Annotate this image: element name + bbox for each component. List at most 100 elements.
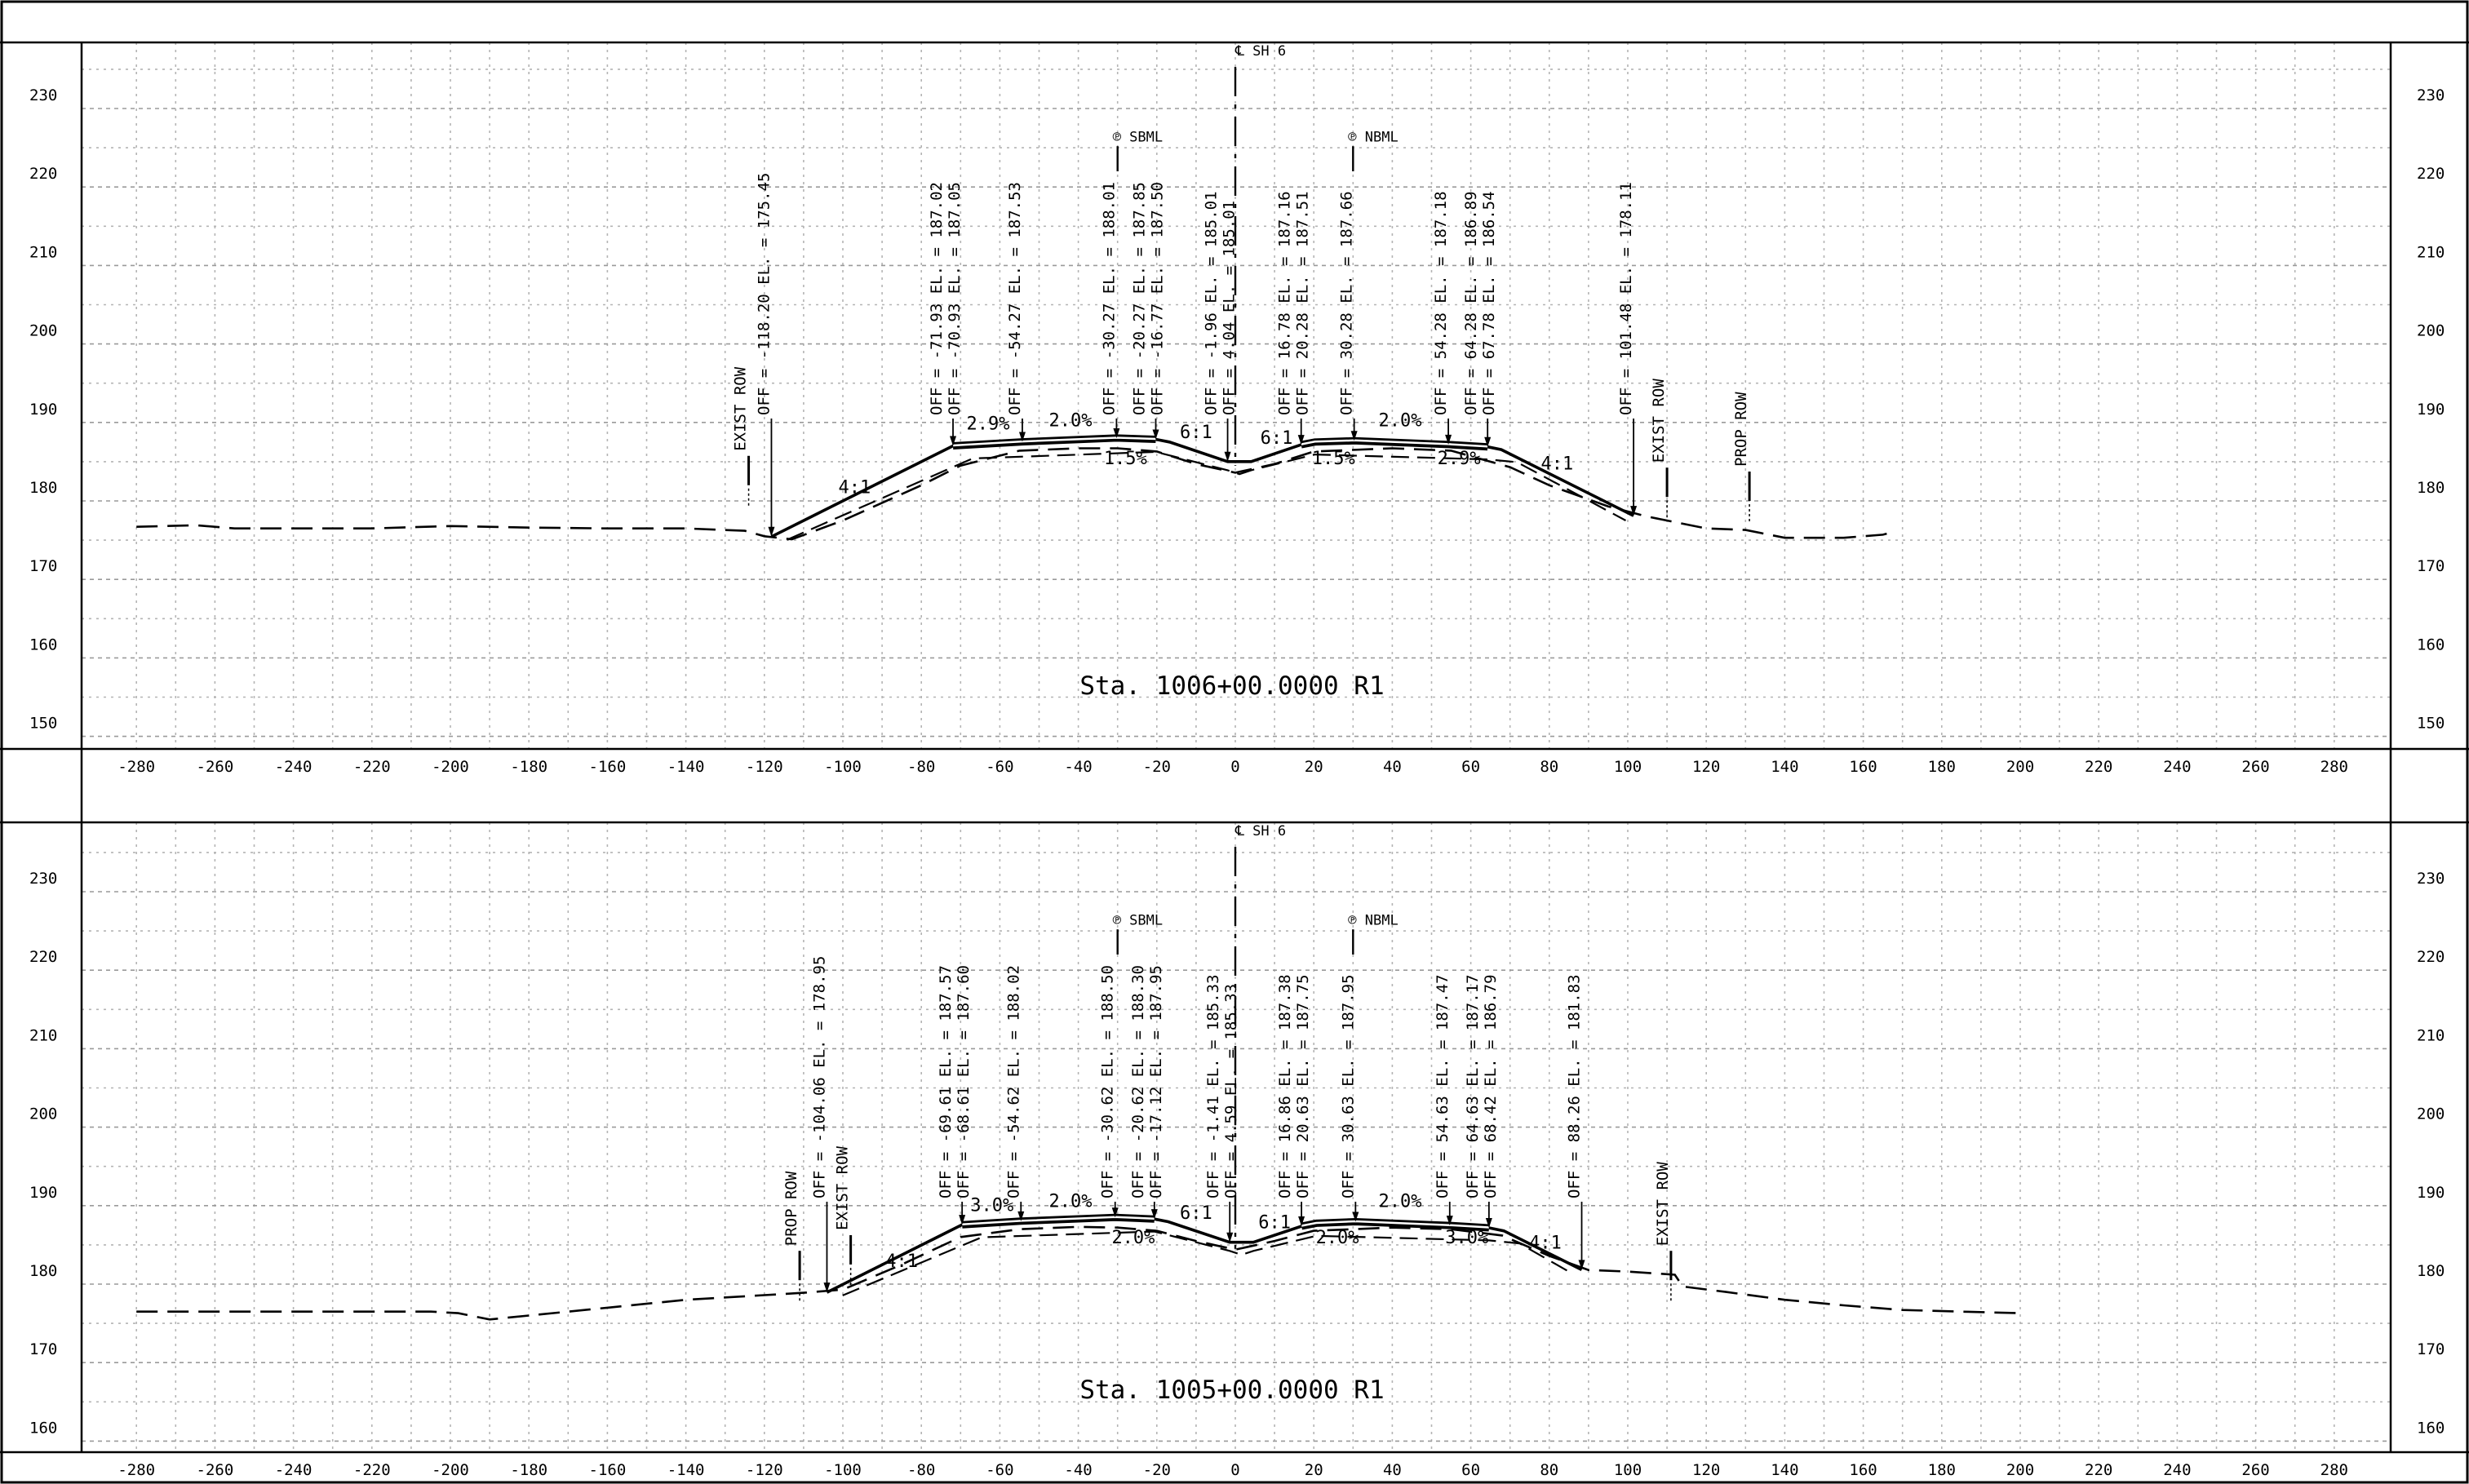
offset-tick-label: 0: [1230, 1461, 1239, 1479]
nbml-label: ℗ NBML: [1348, 129, 1398, 145]
offset-tick-label: -20: [1143, 758, 1171, 776]
callout-label: OFF = 68.42 EL. = 186.79: [1482, 974, 1500, 1198]
offset-tick-label: 200: [2006, 1461, 2034, 1479]
offset-tick-label: -220: [353, 758, 391, 776]
slope-label: 4:1: [1541, 454, 1574, 475]
elevation-tick-label-right: 180: [2417, 479, 2445, 497]
elevation-tick-label-right: 150: [2417, 715, 2445, 733]
station-label: Sta. 1006+00.0000 R1: [1079, 671, 1384, 701]
callout-arrow: [1226, 1232, 1234, 1243]
callout-label: OFF = 64.28 EL. = 186.89: [1462, 191, 1480, 415]
callout-label: OFF = -68.61 EL. = 187.60: [955, 965, 973, 1198]
offset-tick-label: 220: [2085, 1461, 2112, 1479]
callout-label: OFF = -54.27 EL. = 187.53: [1006, 182, 1024, 415]
nbml-label: ℗ NBML: [1348, 912, 1398, 928]
callout-label: OFF = -104.06 EL. = 178.95: [810, 956, 828, 1198]
callout-label: OFF = 101.48 EL. = 178.11: [1617, 182, 1635, 415]
callout-label: OFF = -118.20 EL. = 175.45: [755, 173, 773, 415]
offset-tick-label: -180: [510, 1461, 547, 1479]
elevation-tick-label-left: 230: [29, 870, 57, 888]
elevation-tick-label-right: 170: [2417, 1340, 2445, 1358]
callout-label: OFF = -20.27 EL. = 187.85: [1131, 182, 1149, 415]
elevation-tick-label-left: 220: [29, 948, 57, 966]
offset-tick-label: -140: [667, 1461, 705, 1479]
offset-tick-label: -100: [824, 758, 862, 776]
offset-tick-label: 280: [2321, 758, 2348, 776]
callout-label: OFF = 30.63 EL. = 187.95: [1339, 974, 1357, 1198]
callout-arrow: [823, 1282, 831, 1293]
callout-arrow: [1152, 429, 1159, 440]
offset-tick-label: -200: [432, 1461, 469, 1479]
offset-tick-label: -240: [275, 758, 313, 776]
callout-label: OFF = 4.59 EL. = 185.33: [1222, 984, 1240, 1198]
elevation-tick-label-left: 150: [29, 715, 57, 733]
offset-tick-label: -160: [589, 1461, 627, 1479]
callout-arrow: [1485, 1218, 1492, 1229]
callout-label: OFF = -70.93 EL. = 187.05: [946, 182, 964, 415]
offset-tick-label: -60: [986, 1461, 1013, 1479]
callout-label: OFF = -30.27 EL. = 188.01: [1100, 182, 1118, 415]
offset-tick-label: 100: [1614, 758, 1642, 776]
slope-label: 2.0%: [1048, 1192, 1092, 1212]
offset-tick-label: 160: [1849, 1461, 1877, 1479]
callout-label: OFF = -20.62 EL. = 188.30: [1129, 965, 1147, 1198]
callout-label: OFF = -30.62 EL. = 188.50: [1099, 965, 1117, 1198]
sbml-label: ℗ SBML: [1113, 129, 1163, 145]
callout-arrow: [1017, 1211, 1025, 1221]
slope-label: 4:1: [839, 477, 871, 498]
callout-label: OFF = 30.28 EL. = 187.66: [1338, 191, 1356, 415]
callout-arrow: [1298, 1216, 1305, 1227]
elevation-tick-label-left: 160: [29, 636, 57, 653]
callout-arrow: [1224, 451, 1231, 462]
callout-label: OFF = 4.04 EL. = 185.01: [1221, 201, 1239, 415]
slope-label: 4:1: [885, 1251, 918, 1272]
row-marker-label: EXIST ROW: [834, 1145, 852, 1230]
pavement-slab-inner: [962, 1216, 1155, 1225]
offset-tick-label: 40: [1383, 1461, 1402, 1479]
elevation-tick-label-right: 220: [2417, 165, 2445, 183]
slope-label: 4:1: [1529, 1234, 1562, 1254]
offset-tick-label: 240: [2163, 758, 2191, 776]
callout-arrow: [1446, 1216, 1453, 1226]
elevation-tick-label-right: 200: [2417, 322, 2445, 340]
offset-tick-label: 160: [1849, 758, 1877, 776]
callout-arrow: [1352, 1212, 1359, 1222]
offset-tick-label: 80: [1540, 1461, 1558, 1479]
slope-label: 6:1: [1261, 428, 1293, 449]
offset-tick-label: 0: [1230, 758, 1239, 776]
callout-arrow: [1578, 1260, 1585, 1270]
callout-arrow: [959, 1215, 966, 1225]
slope-label: 2.0%: [1111, 1228, 1155, 1248]
offset-tick-label: -100: [824, 1461, 862, 1479]
offset-tick-label: 120: [1692, 1461, 1720, 1479]
offset-tick-label: -140: [667, 758, 705, 776]
slope-label: 1.5%: [1312, 449, 1355, 469]
elevation-tick-label-right: 170: [2417, 557, 2445, 575]
callout-arrow: [1018, 432, 1026, 442]
elevation-tick-label-left: 230: [29, 86, 57, 104]
elevation-tick-label-right: 210: [2417, 243, 2445, 261]
offset-tick-label: -200: [432, 758, 469, 776]
offset-tick-label: 260: [2241, 1461, 2269, 1479]
offset-tick-label: 60: [1461, 1461, 1480, 1479]
offset-tick-label: 60: [1461, 758, 1480, 776]
offset-tick-label: 200: [2006, 758, 2034, 776]
elevation-tick-label-left: 190: [29, 1184, 57, 1202]
slope-label: 2.9%: [966, 414, 1009, 434]
elevation-tick-label-right: 230: [2417, 870, 2445, 888]
centerline-label: ℄ SH 6: [1234, 43, 1286, 60]
row-marker-label: EXIST ROW: [732, 366, 750, 451]
offset-tick-label: -220: [353, 1461, 391, 1479]
subgrade-line: [842, 1230, 1575, 1296]
callout-arrow: [1297, 435, 1305, 445]
slope-label: 3.0%: [1445, 1228, 1488, 1248]
offset-tick-label: -260: [197, 758, 234, 776]
elevation-tick-label-left: 200: [29, 322, 57, 340]
callout-label: OFF = 54.63 EL. = 187.47: [1434, 974, 1452, 1198]
callout-label: OFF = 64.63 EL. = 187.17: [1464, 974, 1482, 1198]
section-sta-1005: ℄ SH 6 ℗ SBML ℗ NBML OFF = -104.06 EL. = 17…: [136, 823, 2021, 1405]
offset-tick-label: 20: [1305, 1461, 1323, 1479]
elevation-tick-label-left: 220: [29, 165, 57, 183]
